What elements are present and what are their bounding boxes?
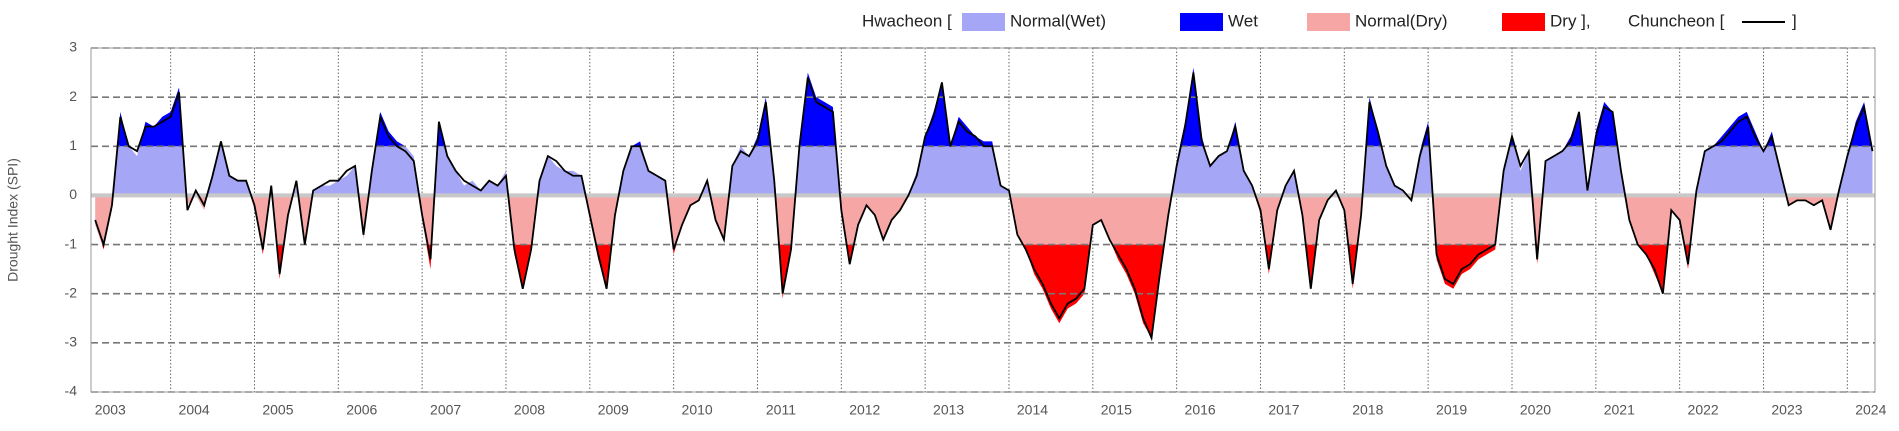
x-tick-label: 2018	[1352, 402, 1383, 418]
x-tick-label: 2020	[1520, 402, 1551, 418]
x-tick-label: 2023	[1771, 402, 1802, 418]
x-tick-label: 2013	[933, 402, 964, 418]
x-tick-label: 2021	[1604, 402, 1635, 418]
legend-label: Normal(Dry)	[1355, 11, 1448, 30]
x-tick-label: 2012	[849, 402, 880, 418]
legend-label: Dry ],	[1550, 11, 1591, 30]
x-tick-label: 2022	[1688, 402, 1719, 418]
x-tick-label: 2003	[95, 402, 126, 418]
legend-swatch	[1180, 13, 1223, 31]
y-tick-label: -2	[65, 284, 78, 300]
x-tick-label: 2019	[1436, 402, 1467, 418]
x-tick-label: 2004	[179, 402, 210, 418]
legend-label: Hwacheon [	[862, 11, 952, 30]
y-tick-label: 2	[69, 88, 77, 104]
y-tick-label: -3	[65, 334, 78, 350]
plot-frame	[90, 47, 1876, 393]
legend-swatch	[1502, 13, 1545, 31]
legend-label: Chuncheon [	[1628, 11, 1725, 30]
x-tick-label: 2017	[1268, 402, 1299, 418]
x-tick-label: 2008	[514, 402, 545, 418]
y-tick-label: -1	[65, 235, 78, 251]
x-tick-label: 2009	[598, 402, 629, 418]
x-tick-label: 2015	[1101, 402, 1132, 418]
y-axis-label: Drought Index (SPI)	[5, 158, 21, 282]
legend-swatch	[1307, 13, 1350, 31]
x-tick-label: 2005	[262, 402, 293, 418]
x-tick-label: 2014	[1017, 402, 1048, 418]
y-tick-label: 1	[69, 137, 77, 153]
x-tick-label: 2007	[430, 402, 461, 418]
x-tick-label: 2010	[682, 402, 713, 418]
legend-label: Normal(Wet)	[1010, 11, 1106, 30]
legend-label: ]	[1792, 11, 1797, 30]
line	[94, 72, 1874, 342]
x-tick-label: 2006	[346, 402, 377, 418]
y-tick-label: 3	[69, 39, 77, 55]
area-band	[113, 146, 1873, 196]
legend-swatch	[962, 13, 1005, 31]
y-tick-label: 0	[69, 186, 77, 202]
y-tick-label: -4	[65, 383, 78, 399]
x-tick-label: 2011	[766, 402, 796, 418]
x-tick-label: 2024	[1855, 402, 1886, 418]
legend-label: Wet	[1228, 11, 1258, 30]
x-tick-label: 2016	[1185, 402, 1216, 418]
